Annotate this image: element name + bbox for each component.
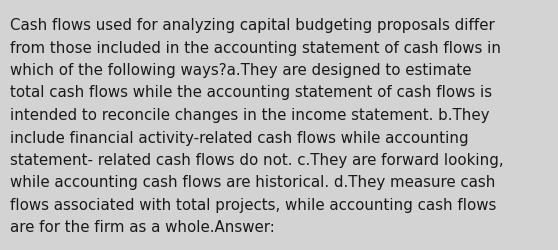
Text: flows associated with total projects, while accounting cash flows: flows associated with total projects, wh… (10, 197, 497, 212)
Text: intended to reconcile changes in the income statement. b.They: intended to reconcile changes in the inc… (10, 108, 489, 122)
Text: include financial activity-related cash flows while accounting: include financial activity-related cash … (10, 130, 469, 145)
Text: from those included in the accounting statement of cash flows in: from those included in the accounting st… (10, 40, 501, 55)
Text: statement- related cash flows do not. c.They are forward looking,: statement- related cash flows do not. c.… (10, 152, 504, 167)
Text: which of the following ways?a.They are designed to estimate: which of the following ways?a.They are d… (10, 63, 472, 78)
Text: are for the firm as a whole.Answer:: are for the firm as a whole.Answer: (10, 220, 275, 234)
Text: total cash flows while the accounting statement of cash flows is: total cash flows while the accounting st… (10, 85, 492, 100)
Text: while accounting cash flows are historical. d.They measure cash: while accounting cash flows are historic… (10, 175, 496, 190)
Text: Cash flows used for analyzing capital budgeting proposals differ: Cash flows used for analyzing capital bu… (10, 18, 495, 33)
